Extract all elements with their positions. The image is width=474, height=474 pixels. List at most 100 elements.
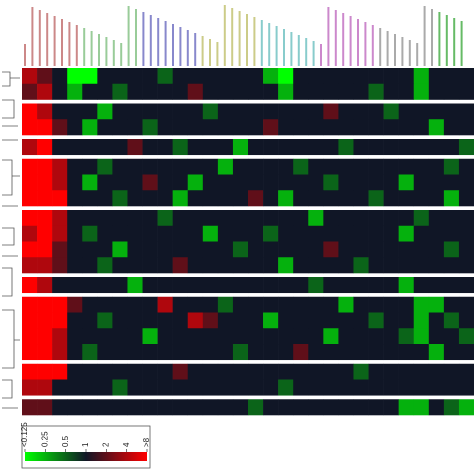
- heatmap-cell: [398, 174, 415, 191]
- heatmap-cell: [232, 158, 249, 175]
- heatmap-cell: [368, 174, 384, 191]
- heatmap-cell: [428, 296, 445, 313]
- heatmap-cell: [67, 277, 83, 294]
- heatmap-cell: [37, 174, 53, 191]
- heatmap-cell: [368, 344, 384, 361]
- heatmap-cell: [82, 312, 98, 329]
- column-label-strip: [53, 16, 56, 66]
- heatmap-cell: [172, 83, 189, 100]
- heatmap-cell: [82, 174, 98, 191]
- heatmap-cell: [172, 257, 189, 274]
- heatmap-cell: [308, 312, 324, 329]
- heatmap-cell: [443, 190, 460, 207]
- heatmap-cell: [368, 241, 384, 258]
- column-label-strip: [275, 26, 278, 66]
- heatmap-cell: [232, 210, 249, 227]
- column-label-strip: [38, 10, 41, 66]
- heatmap-cell: [353, 241, 369, 258]
- heatmap-cell: [443, 328, 460, 345]
- heatmap-cell: [458, 139, 474, 156]
- heatmap-cell: [127, 225, 143, 242]
- heatmap-cell: [278, 68, 294, 85]
- heatmap-cell: [112, 296, 128, 313]
- heatmap-cell: [157, 296, 173, 313]
- heatmap-cell: [157, 190, 173, 207]
- heatmap-cell: [278, 241, 294, 258]
- heatmap-cell: [22, 257, 38, 274]
- heatmap-cell: [157, 257, 173, 274]
- heatmap-cell: [413, 158, 430, 175]
- heatmap-cell: [428, 103, 445, 120]
- heatmap-cell: [97, 277, 113, 294]
- heatmap-cell: [22, 158, 38, 175]
- heatmap-cell: [142, 399, 158, 416]
- heatmap-cell: [338, 312, 354, 329]
- heatmap-cell: [278, 363, 294, 380]
- heatmap-cell: [127, 103, 143, 120]
- heatmap-cell: [52, 103, 68, 120]
- heatmap-cell: [278, 399, 294, 416]
- heatmap-cell: [458, 312, 474, 329]
- colorbar: [25, 452, 147, 461]
- heatmap-cell: [202, 68, 219, 85]
- heatmap-cell: [67, 225, 83, 242]
- colorbar-tick-label: <0.125: [20, 422, 29, 447]
- heatmap-cell: [52, 68, 68, 85]
- heatmap-cell: [37, 296, 53, 313]
- heatmap-cell: [413, 225, 430, 242]
- heatmap-cell: [248, 158, 264, 175]
- heatmap-cell: [278, 328, 294, 345]
- heatmap-cell: [263, 379, 279, 396]
- heatmap-cell: [37, 257, 53, 274]
- heatmap-cell: [413, 210, 430, 227]
- heatmap-cell: [398, 190, 415, 207]
- heatmap-cell: [398, 68, 415, 85]
- heatmap-cell: [22, 139, 38, 156]
- heatmap-cell: [202, 103, 219, 120]
- heatmap-cell: [443, 103, 460, 120]
- heatmap-cell: [157, 103, 173, 120]
- colorbar-tick-label: 2: [101, 442, 110, 447]
- heatmap-cell: [383, 257, 399, 274]
- heatmap-cell: [308, 241, 324, 258]
- heatmap-cell: [293, 139, 309, 156]
- heatmap-cell: [383, 328, 399, 345]
- heatmap-cell: [112, 363, 128, 380]
- heatmap-cell: [22, 277, 38, 294]
- heatmap-cell: [293, 241, 309, 258]
- heatmap-cell: [217, 363, 234, 380]
- heatmap-cell: [308, 399, 324, 416]
- column-label-strip: [260, 20, 263, 66]
- heatmap-cell: [67, 139, 83, 156]
- heatmap-cell: [353, 257, 369, 274]
- heatmap-cell: [413, 68, 430, 85]
- column-label-strip: [460, 21, 463, 66]
- heatmap-cell: [127, 344, 143, 361]
- heatmap-cell: [428, 210, 445, 227]
- heatmap-cell: [37, 139, 53, 156]
- heatmap-cell: [398, 363, 415, 380]
- heatmap-cell: [413, 312, 430, 329]
- heatmap-cell: [127, 119, 143, 136]
- heatmap-cell: [97, 103, 113, 120]
- heatmap-cell: [172, 296, 189, 313]
- heatmap-cell: [52, 139, 68, 156]
- heatmap-cell: [157, 119, 173, 136]
- heatmap-cell: [232, 328, 249, 345]
- heatmap-cell: [428, 344, 445, 361]
- heatmap-cell: [202, 83, 219, 100]
- heatmap-cell: [428, 139, 445, 156]
- heatmap-cell: [22, 119, 38, 136]
- heatmap-cell: [187, 68, 204, 85]
- heatmap-cell: [353, 225, 369, 242]
- heatmap-cell: [278, 83, 294, 100]
- heatmap-cell: [232, 296, 249, 313]
- heatmap-cell: [308, 210, 324, 227]
- column-label-strip: [179, 27, 182, 66]
- heatmap-cell: [308, 328, 324, 345]
- heatmap-cell: [52, 328, 68, 345]
- heatmap-cell: [248, 277, 264, 294]
- column-label-strip: [186, 30, 189, 66]
- column-label-strip: [238, 11, 241, 66]
- heatmap-cell: [353, 312, 369, 329]
